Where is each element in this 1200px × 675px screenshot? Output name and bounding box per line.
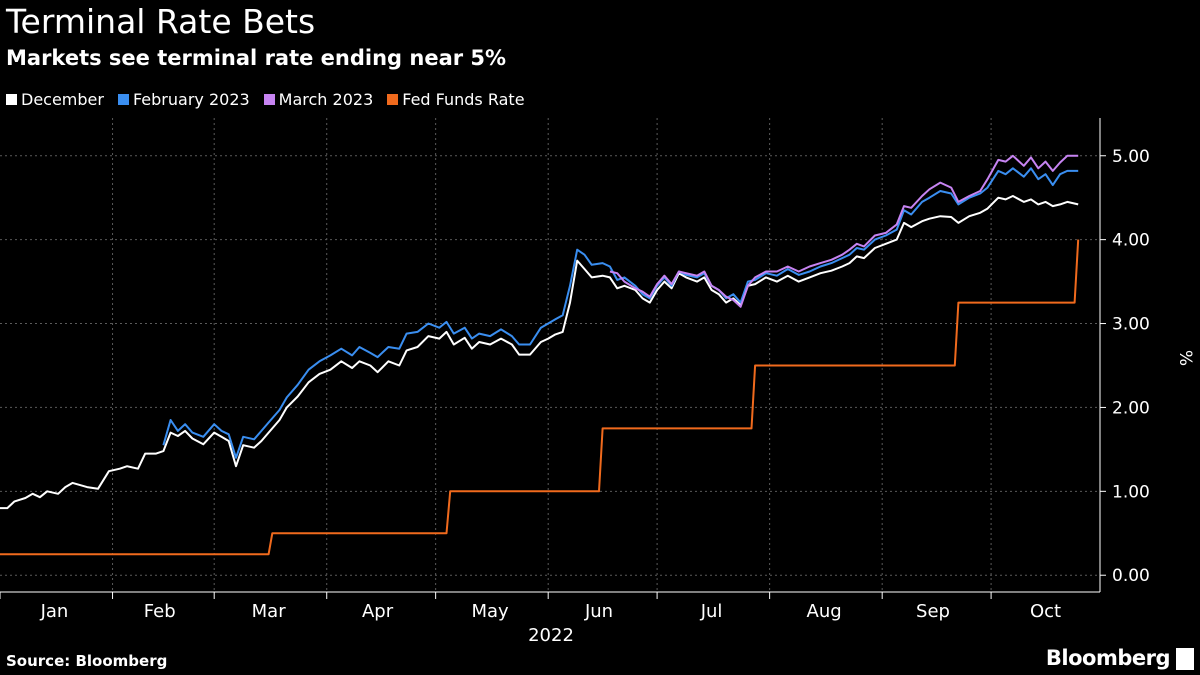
legend-swatch-february — [117, 94, 129, 105]
x-axis-year-label: 2022 — [528, 625, 574, 646]
bloomberg-logo: Bloomberg — [1045, 646, 1171, 670]
y-tick-label: 1.00 — [1112, 482, 1150, 502]
legend-label-march: March 2023 — [278, 90, 374, 109]
x-tick-label: May — [471, 601, 509, 622]
y-axis-label: % — [1175, 350, 1195, 366]
legend-swatch-fed-funds — [387, 94, 399, 105]
x-tick-label: Oct — [1030, 601, 1061, 622]
march-2023-line — [609, 154, 1079, 308]
fed-funds-rate-line — [0, 239, 1080, 556]
legend: December February 2023 March 2023 Fed Fu… — [6, 90, 525, 109]
chart-title: Terminal Rate Bets — [6, 2, 316, 41]
y-tick-label: 2.00 — [1112, 398, 1150, 418]
legend-item-december: December — [6, 90, 104, 109]
legend-label-february: February 2023 — [132, 90, 250, 109]
december-line — [0, 195, 1079, 510]
y-tick-label: 3.00 — [1112, 315, 1150, 335]
x-tick-label: Sep — [916, 601, 950, 622]
legend-item-march: March 2023 — [263, 90, 374, 109]
legend-swatch-december — [6, 94, 17, 105]
legend-item-february: February 2023 — [117, 90, 250, 109]
bloomberg-terminal-icon — [1176, 648, 1194, 670]
x-tick-label: Jun — [584, 601, 613, 622]
legend-label-fed-funds: Fed Funds Rate — [402, 90, 525, 109]
legend-item-fed-funds: Fed Funds Rate — [387, 90, 525, 109]
february-2023-line — [162, 167, 1079, 459]
x-tick-label: Feb — [144, 601, 176, 622]
chart-subtitle: Markets see terminal rate ending near 5% — [6, 46, 507, 70]
source-note: Source: Bloomberg — [6, 652, 168, 670]
x-tick-label: Mar — [252, 601, 287, 622]
legend-label-december: December — [21, 90, 104, 109]
x-tick-label: Aug — [807, 601, 842, 622]
x-tick-label: Jan — [40, 601, 69, 622]
x-tick-label: Apr — [362, 601, 394, 622]
y-tick-label: 0.00 — [1112, 566, 1150, 586]
y-tick-label: 5.00 — [1112, 147, 1150, 167]
legend-swatch-march — [263, 94, 275, 105]
x-tick-label: Jul — [700, 601, 723, 622]
y-tick-label: 4.00 — [1112, 231, 1150, 251]
